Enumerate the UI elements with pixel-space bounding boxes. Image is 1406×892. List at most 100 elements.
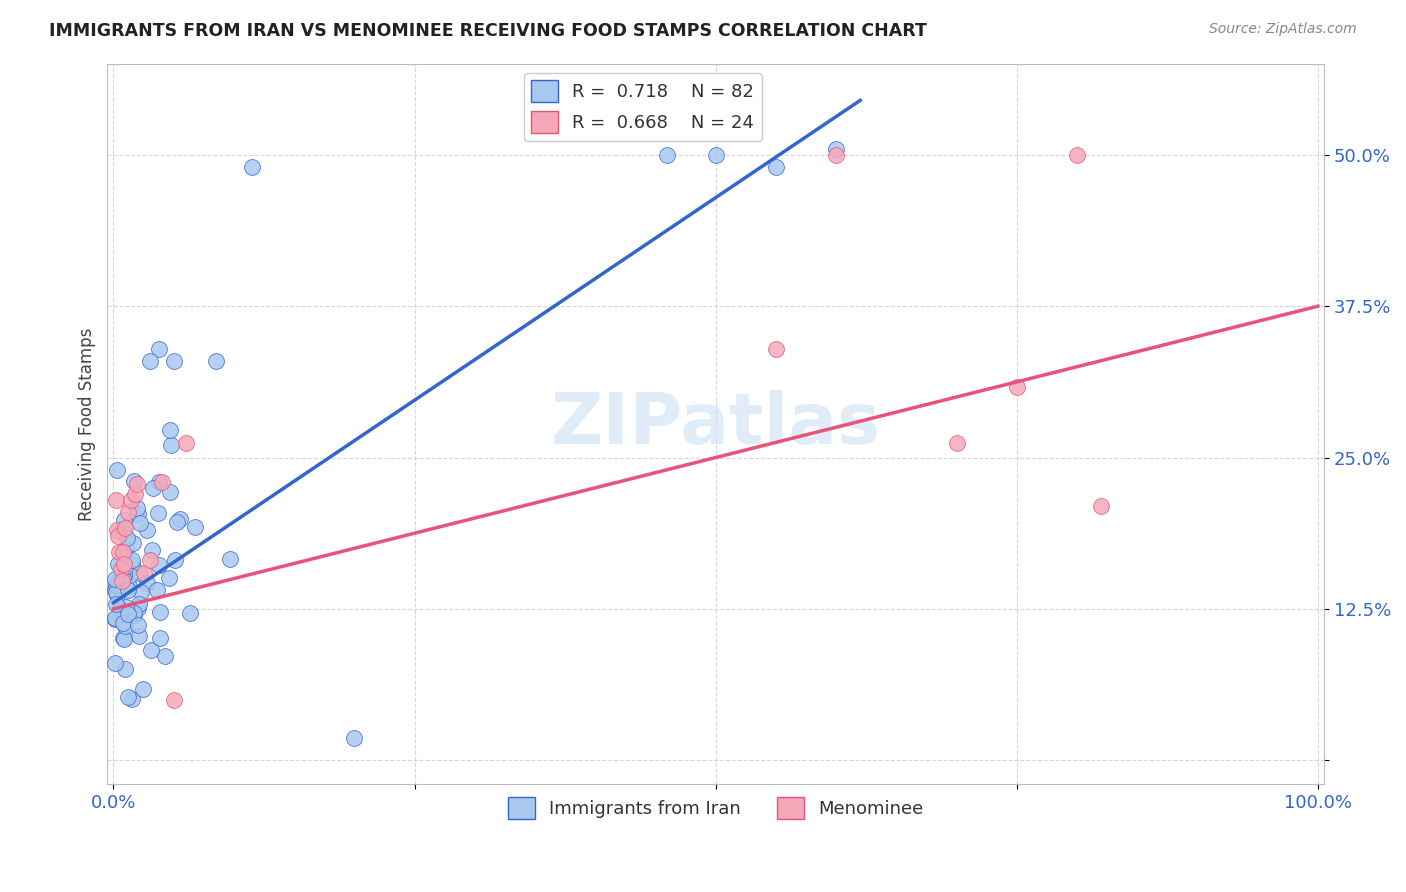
Point	[122, 474, 145, 488]
Point	[138, 353, 160, 368]
Point	[183, 520, 205, 534]
Point	[142, 481, 165, 495]
Point	[104, 583, 127, 598]
Point	[149, 632, 172, 646]
Point	[111, 522, 134, 536]
Point	[111, 631, 134, 645]
Point	[825, 142, 848, 156]
Point	[128, 629, 150, 643]
Point	[124, 487, 146, 501]
Point	[146, 506, 169, 520]
Point	[657, 148, 679, 162]
Point	[111, 615, 134, 629]
Point	[825, 148, 848, 162]
Point	[104, 610, 127, 624]
Point	[165, 552, 187, 566]
Point	[112, 545, 135, 559]
Point	[145, 582, 167, 597]
Point	[148, 475, 170, 489]
Point	[108, 545, 131, 559]
Point	[104, 573, 127, 587]
Point	[104, 492, 127, 507]
Point	[153, 649, 176, 664]
Point	[149, 605, 172, 619]
Point	[112, 632, 135, 646]
Point	[112, 571, 135, 585]
Point	[127, 507, 149, 521]
Point	[105, 523, 128, 537]
Point	[704, 148, 727, 162]
Point	[166, 515, 188, 529]
Point	[148, 342, 170, 356]
Point	[127, 601, 149, 615]
Point	[104, 578, 127, 592]
Point	[114, 662, 136, 676]
Point	[129, 585, 152, 599]
Text: ZIPatlas: ZIPatlas	[551, 390, 880, 458]
Point	[121, 691, 143, 706]
Point	[104, 612, 127, 626]
Point	[121, 558, 143, 572]
Point	[122, 608, 145, 623]
Point	[108, 577, 131, 591]
Point	[107, 529, 129, 543]
Point	[1066, 148, 1088, 162]
Point	[118, 579, 141, 593]
Point	[115, 531, 138, 545]
Point	[945, 436, 967, 450]
Point	[114, 542, 136, 557]
Point	[132, 682, 155, 697]
Point	[127, 477, 149, 491]
Point	[765, 342, 787, 356]
Point	[218, 552, 240, 566]
Point	[160, 438, 183, 452]
Point	[105, 585, 128, 599]
Point	[112, 557, 135, 571]
Point	[114, 521, 136, 535]
Point	[179, 606, 201, 620]
Point	[107, 574, 129, 588]
Point	[128, 597, 150, 611]
Point	[136, 576, 159, 591]
Point	[122, 536, 145, 550]
Point	[135, 524, 157, 538]
Point	[124, 606, 146, 620]
Point	[121, 492, 143, 507]
Point	[105, 463, 128, 477]
Point	[114, 619, 136, 633]
Point	[148, 558, 170, 572]
Point	[121, 553, 143, 567]
Point	[240, 160, 263, 174]
Point	[141, 543, 163, 558]
Point	[159, 484, 181, 499]
Point	[1090, 499, 1112, 513]
Point	[174, 436, 197, 450]
Text: IMMIGRANTS FROM IRAN VS MENOMINEE RECEIVING FOOD STAMPS CORRELATION CHART: IMMIGRANTS FROM IRAN VS MENOMINEE RECEIV…	[49, 22, 927, 40]
Point	[138, 553, 160, 567]
Point	[112, 513, 135, 527]
Point	[111, 574, 134, 588]
Text: Source: ZipAtlas.com: Source: ZipAtlas.com	[1209, 22, 1357, 37]
Point	[110, 562, 132, 576]
Point	[117, 505, 139, 519]
Point	[112, 568, 135, 582]
Point	[117, 607, 139, 621]
Point	[118, 567, 141, 582]
Point	[107, 588, 129, 602]
Point	[114, 560, 136, 574]
Point	[129, 516, 152, 530]
Point	[132, 566, 155, 580]
Point	[343, 731, 366, 746]
Point	[169, 512, 191, 526]
Y-axis label: Receiving Food Stamps: Receiving Food Stamps	[79, 327, 96, 521]
Point	[104, 656, 127, 670]
Point	[112, 615, 135, 630]
Legend: Immigrants from Iran, Menominee: Immigrants from Iran, Menominee	[501, 789, 931, 826]
Point	[1005, 380, 1028, 394]
Point	[162, 692, 184, 706]
Point	[159, 423, 181, 437]
Point	[117, 690, 139, 704]
Point	[157, 571, 180, 585]
Point	[204, 353, 226, 368]
Point	[104, 597, 127, 611]
